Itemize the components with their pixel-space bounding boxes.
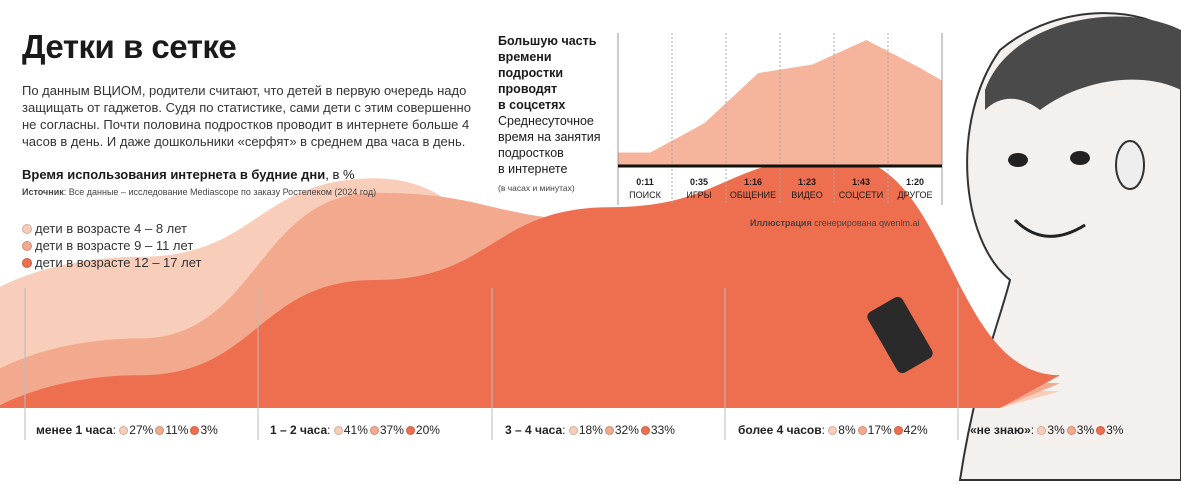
series-dot-icon (405, 426, 415, 435)
series-dot-icon (1096, 426, 1106, 435)
area-series-3 (0, 156, 1060, 408)
chart-unit: , в % (325, 167, 355, 182)
legend: дети в возрасте 4 – 8 лет дети в возраст… (22, 220, 201, 271)
side-value: 1:43 (851, 177, 870, 187)
series-dot-icon (155, 426, 165, 435)
source-label: Источник (22, 187, 64, 197)
source-note: Источник: Все данные – исследование Medi… (22, 187, 376, 197)
side-title-line: проводят (498, 82, 558, 96)
legend-dot-icon (22, 224, 32, 234)
side-title-line: подростки (498, 66, 564, 80)
side-category: 1:16 ОБЩЕНИЕ (726, 176, 780, 202)
series-dot-icon (604, 426, 614, 435)
series-dot-icon (568, 426, 578, 435)
side-category-name: ВИДЕО (791, 190, 823, 200)
series-dot-icon (1037, 426, 1047, 435)
data-label: 17% (867, 423, 892, 437)
legend-label: дети в возрасте 4 – 8 лет (35, 221, 188, 236)
side-category-name: СОЦСЕТИ (838, 190, 884, 200)
data-label: 27% (129, 423, 154, 437)
side-category-name: ИГРЫ (686, 190, 712, 200)
category-label: «не знаю»: 3% 3% 3% (970, 423, 1124, 437)
data-label: 20% (415, 423, 440, 437)
category-label: более 4 часов: 8% 17% 42% (738, 423, 928, 437)
side-area-chart (617, 33, 943, 205)
legend-item: дети в возрасте 12 – 17 лет (22, 254, 201, 271)
legend-dot-icon (22, 241, 32, 251)
side-category: 0:35 ИГРЫ (672, 176, 726, 202)
credit-bold: Иллюстрация (750, 218, 812, 228)
legend-label: дети в возрасте 12 – 17 лет (35, 255, 202, 270)
credit-text: сгенерирована qwenlm.ai (811, 218, 920, 228)
category-label: 3 – 4 часа: 18% 32% 33% (505, 423, 675, 437)
category-label: 1 – 2 часа: 41% 37% 20% (270, 423, 440, 437)
series-dot-icon (893, 426, 903, 435)
side-category-name: ДРУГОЕ (897, 190, 933, 200)
page-title: Детки в сетке (22, 28, 237, 65)
side-title-line: в соцсетях (498, 98, 566, 112)
chart-subtitle: Время использования интернета в будние д… (22, 167, 355, 182)
series-dot-icon (857, 426, 867, 435)
category-name: менее 1 часа (36, 423, 113, 437)
data-label: 3% (1076, 423, 1095, 437)
side-value: 0:35 (689, 177, 708, 187)
side-value: 1:20 (905, 177, 924, 187)
series-dot-icon (640, 426, 650, 435)
side-subtitle-line: подростков (498, 146, 564, 160)
data-label: 32% (614, 423, 639, 437)
side-category-name: ОБЩЕНИЕ (729, 190, 777, 200)
side-chart-text: Большую часть времени подростки проводят… (498, 33, 613, 196)
series-dot-icon (828, 426, 838, 435)
series-dot-icon (119, 426, 129, 435)
side-title-line: времени (498, 50, 552, 64)
category-name: «не знаю» (970, 423, 1031, 437)
data-label: 33% (650, 423, 675, 437)
chart-title: Время использования интернета в будние д… (22, 167, 326, 182)
data-label: 18% (578, 423, 603, 437)
legend-label: дети в возрасте 9 – 11 лет (35, 238, 194, 253)
source-text: : Все данные – исследование Mediascope п… (63, 187, 377, 197)
phone-illustration (867, 296, 933, 374)
category-name: более 4 часов (738, 423, 822, 437)
data-label: 3% (200, 423, 218, 437)
data-label: 41% (343, 423, 368, 437)
legend-dot-icon (22, 258, 32, 268)
side-category-name: ПОИСК (629, 190, 661, 200)
side-category: 1:43 СОЦСЕТИ (834, 176, 888, 202)
side-subtitle-line: Среднесуточное (498, 114, 594, 128)
side-category: 1:23 ВИДЕО (780, 176, 834, 202)
legend-item: дети в возрасте 9 – 11 лет (22, 237, 201, 254)
side-value: 0:11 (636, 177, 654, 187)
data-label: 3% (1106, 423, 1124, 437)
series-dot-icon (190, 426, 200, 435)
side-value: 1:16 (743, 177, 762, 187)
data-label: 3% (1047, 423, 1065, 437)
legend-item: дети в возрасте 4 – 8 лет (22, 220, 201, 237)
category-label: менее 1 часа: 27% 11% 3% (36, 423, 218, 437)
category-name: 3 – 4 часа (505, 423, 563, 437)
data-label: 37% (379, 423, 404, 437)
data-label: 42% (903, 423, 928, 437)
illustration-credit: Иллюстрация сгенерирована qwenlm.ai (750, 218, 920, 228)
lead-paragraph: По данным ВЦИОМ, родители считают, что д… (22, 83, 471, 149)
side-subtitle-line: время на занятия (498, 130, 601, 144)
boy-illustration (958, 12, 1181, 481)
side-category: 1:20 ДРУГОЕ (888, 176, 942, 202)
side-category: 0:11 ПОИСК (618, 176, 672, 202)
unit-note: (в часах и минутах) (498, 183, 575, 193)
category-name: 1 – 2 часа (270, 423, 328, 437)
series-dot-icon (1066, 426, 1076, 435)
side-subtitle-line: в интернете (498, 162, 568, 176)
data-label: 8% (838, 423, 856, 437)
side-value: 1:23 (797, 177, 816, 187)
series-dot-icon (333, 426, 343, 435)
series-dot-icon (369, 426, 379, 435)
data-label: 11% (165, 423, 189, 437)
side-title-line: Большую часть (498, 34, 597, 48)
